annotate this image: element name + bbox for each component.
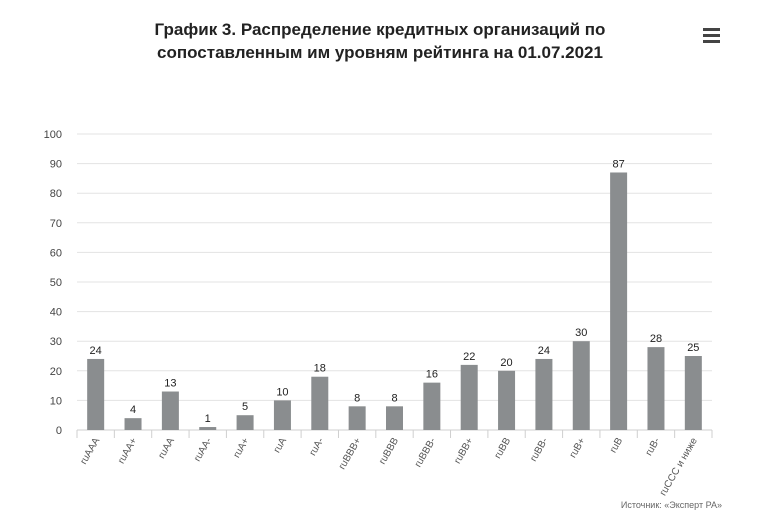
data-label: 1 (205, 413, 211, 425)
data-label: 13 (164, 378, 176, 390)
bar-ruB (610, 172, 628, 431)
bar-ruA- (311, 376, 329, 430)
x-tick-label: ruBBB+ (337, 436, 364, 472)
data-label: 10 (276, 386, 288, 398)
data-label: 30 (575, 327, 587, 339)
bar-ruBB- (535, 358, 553, 430)
bar-ruAAA (87, 358, 105, 430)
data-label: 24 (538, 345, 550, 357)
x-tick-label: ruAA (156, 436, 177, 461)
data-label: 87 (612, 158, 624, 170)
y-tick-label: 10 (50, 395, 62, 407)
x-tick-label: ruAAA (78, 436, 102, 467)
y-tick-label: 0 (56, 425, 62, 437)
y-tick-label: 90 (50, 159, 62, 171)
x-tick-label: ruCCC и ниже (658, 436, 700, 498)
y-tick-label: 20 (50, 366, 62, 378)
y-tick-label: 100 (44, 129, 62, 141)
y-tick-label: 50 (50, 277, 62, 289)
menu-bar (702, 40, 720, 43)
data-label: 8 (354, 392, 360, 404)
data-label: 28 (650, 333, 662, 345)
bar-ruBBB (386, 406, 403, 430)
y-tick-label: 40 (50, 307, 62, 319)
chart-title-line-2: сопоставленным им уровням рейтинга на 01… (157, 43, 603, 62)
data-label: 16 (426, 369, 438, 381)
x-tick-label: ruA+ (231, 436, 251, 460)
hamburger-menu-icon[interactable] (700, 26, 722, 44)
data-label: 5 (242, 401, 248, 413)
x-tick-label: ruB- (644, 436, 663, 458)
x-tick-label: ruBBB- (413, 436, 439, 469)
menu-bar (702, 34, 720, 37)
bar-ruAA+ (124, 418, 142, 430)
x-tick-label: ruBB- (528, 436, 550, 464)
y-tick-label: 60 (50, 247, 62, 259)
bar-ruBBB+ (348, 406, 366, 430)
chart-title: График 3. Распределение кредитных органи… (60, 18, 700, 64)
data-label: 20 (500, 357, 512, 369)
x-tick-label: ruA- (307, 436, 326, 458)
bar-ruBB+ (460, 364, 478, 430)
y-tick-label: 30 (50, 336, 62, 348)
data-label: 25 (687, 342, 699, 354)
data-label: 22 (463, 351, 475, 363)
x-tick-label: ruB+ (568, 436, 588, 460)
chart-title-line-1: График 3. Распределение кредитных органи… (154, 20, 606, 39)
bar-ruA+ (236, 415, 254, 430)
bar-ruBB (498, 370, 516, 430)
x-tick-label: ruAA- (192, 436, 214, 464)
data-label: 24 (90, 345, 102, 357)
x-tick-label: ruA (272, 436, 289, 455)
x-tick-label: ruB (608, 436, 625, 455)
y-tick-label: 70 (50, 218, 62, 230)
menu-bar (702, 28, 720, 31)
bar-ruCCC и ниже (684, 356, 702, 430)
bar-ruAA (161, 391, 179, 430)
data-label: 4 (130, 404, 136, 416)
x-tick-label: ruBB (493, 436, 514, 461)
bar-ruA (273, 400, 291, 430)
source-note: Источник: «Эксперт РА» (620, 500, 722, 510)
data-label: 8 (391, 392, 397, 404)
bar-ruB+ (572, 341, 590, 430)
y-tick-label: 80 (50, 188, 62, 200)
bar-ruAA- (199, 427, 217, 430)
x-tick-label: ruBBB (377, 436, 401, 467)
bar-ruB- (647, 347, 665, 430)
bar-ruBBB- (423, 382, 441, 430)
x-tick-label: ruAA+ (116, 436, 140, 466)
x-tick-label: ruBB+ (452, 436, 476, 466)
data-label: 18 (314, 363, 326, 375)
